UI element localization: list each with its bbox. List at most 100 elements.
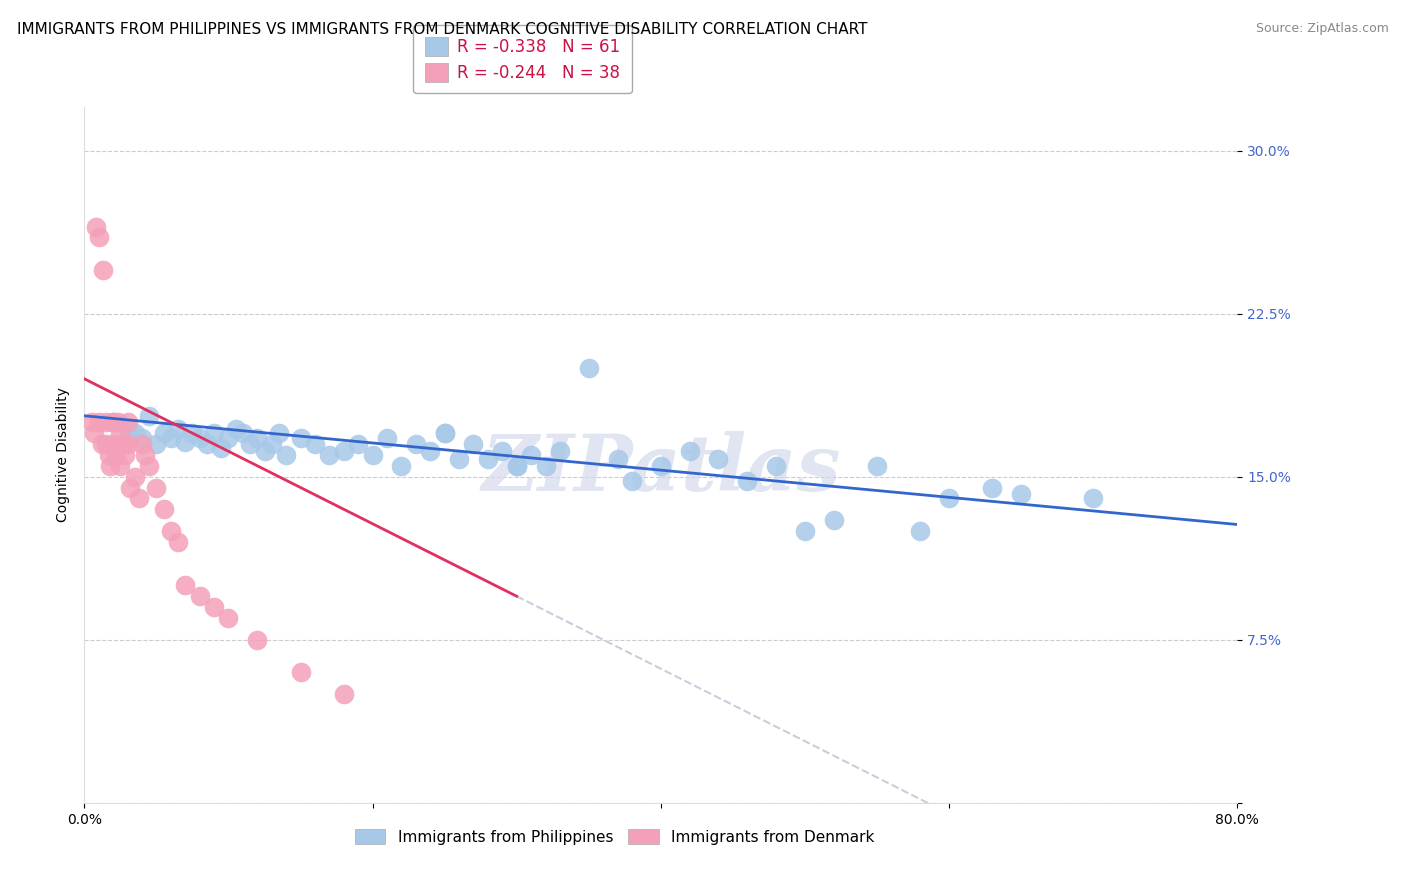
Point (477, 452, 499, 467)
Point (267, 426, 290, 441)
Point (84, 219, 107, 234)
Point (506, 458, 529, 473)
Point (679, 443, 702, 458)
Point (124, 469, 146, 483)
Point (138, 409, 160, 423)
Point (128, 491, 150, 506)
Point (110, 458, 132, 473)
Point (103, 415, 124, 429)
Point (520, 448, 543, 462)
Point (105, 448, 128, 462)
Point (218, 430, 240, 444)
Point (938, 491, 960, 506)
Point (318, 448, 340, 462)
Point (578, 360, 600, 375)
Point (202, 426, 225, 441)
Point (534, 458, 557, 473)
Point (463, 437, 485, 451)
Point (188, 430, 211, 444)
Point (239, 437, 262, 451)
Point (209, 442, 232, 456)
Point (202, 600, 225, 615)
Point (290, 665, 312, 680)
Point (87, 230, 110, 244)
Point (152, 426, 174, 441)
Point (181, 426, 204, 441)
Point (246, 430, 269, 444)
Point (910, 524, 932, 538)
Point (823, 513, 845, 527)
Point (276, 448, 298, 462)
Point (167, 534, 190, 549)
Point (138, 458, 160, 473)
Point (112, 437, 135, 451)
Point (232, 426, 254, 441)
Point (246, 632, 269, 647)
Point (333, 443, 356, 458)
Point (174, 578, 197, 592)
Point (1083, 491, 1105, 506)
Point (94, 415, 117, 429)
Point (97, 448, 120, 462)
Text: ZIPatlas: ZIPatlas (481, 431, 841, 507)
Point (134, 448, 156, 462)
Point (650, 458, 672, 473)
Point (290, 430, 312, 444)
Point (117, 437, 139, 451)
Point (83, 426, 105, 441)
Point (174, 434, 197, 449)
Point (160, 430, 183, 444)
Point (145, 437, 167, 451)
Point (866, 458, 889, 473)
Point (606, 452, 628, 467)
Point (80, 415, 103, 429)
Point (621, 474, 644, 488)
Point (195, 437, 218, 451)
Point (131, 437, 153, 451)
Point (131, 430, 153, 444)
Point (391, 458, 413, 473)
Point (120, 481, 142, 495)
Point (765, 458, 787, 473)
Point (548, 443, 571, 458)
Point (117, 415, 139, 429)
Point (260, 437, 283, 451)
Point (333, 687, 356, 701)
Point (98, 458, 121, 473)
Point (218, 611, 240, 625)
Point (361, 448, 384, 462)
Point (110, 426, 132, 441)
Text: Source: ZipAtlas.com: Source: ZipAtlas.com (1256, 22, 1389, 36)
Point (107, 415, 129, 429)
Point (114, 448, 136, 462)
Point (152, 502, 174, 516)
Point (253, 443, 276, 458)
Text: IMMIGRANTS FROM PHILIPPINES VS IMMIGRANTS FROM DENMARK COGNITIVE DISABILITY CORR: IMMIGRANTS FROM PHILIPPINES VS IMMIGRANT… (17, 22, 868, 37)
Point (419, 443, 441, 458)
Point (103, 415, 124, 429)
Point (145, 481, 167, 495)
Point (103, 437, 124, 451)
Point (737, 474, 759, 488)
Point (707, 452, 730, 467)
Point (981, 481, 1004, 495)
Point (124, 426, 146, 441)
Point (1010, 487, 1032, 501)
Point (433, 426, 456, 441)
Point (160, 524, 183, 538)
Point (794, 524, 817, 538)
Y-axis label: Cognitive Disability: Cognitive Disability (56, 387, 70, 523)
Point (90, 437, 112, 451)
Point (449, 452, 471, 467)
Point (347, 437, 370, 451)
Point (375, 430, 398, 444)
Point (405, 437, 427, 451)
Point (433, 426, 456, 441)
Point (491, 443, 513, 458)
Point (91, 263, 114, 277)
Point (117, 422, 139, 436)
Point (188, 589, 211, 603)
Point (506, 458, 529, 473)
Point (304, 437, 326, 451)
Point (87, 415, 110, 429)
